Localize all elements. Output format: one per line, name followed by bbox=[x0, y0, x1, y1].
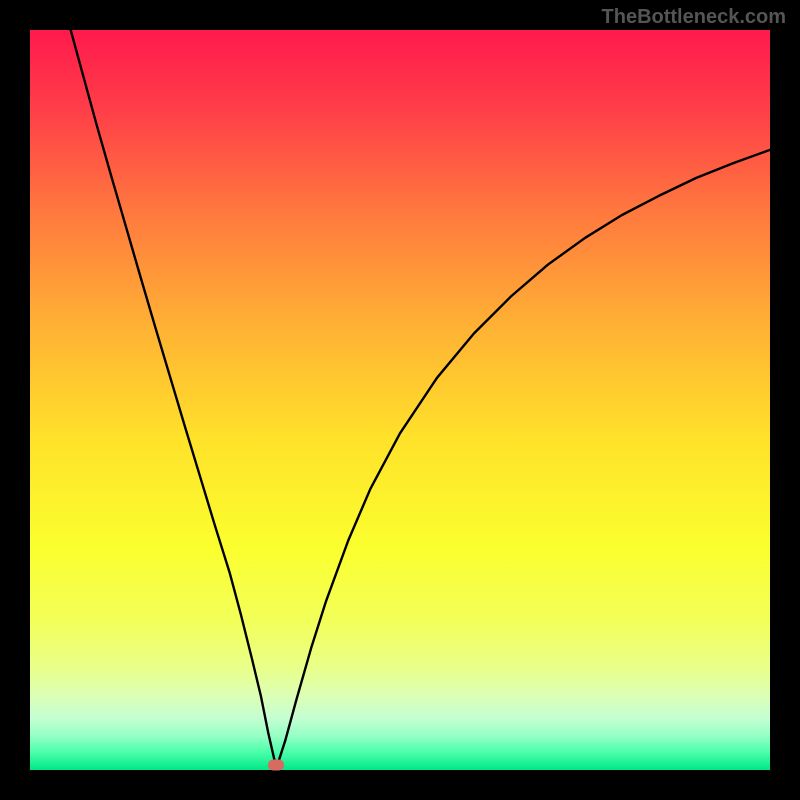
min-marker bbox=[268, 759, 284, 770]
plot-area bbox=[30, 30, 770, 770]
chart-container: { "watermark": { "text": "TheBottleneck.… bbox=[0, 0, 800, 800]
curve-svg bbox=[30, 30, 770, 770]
bottleneck-curve bbox=[71, 30, 770, 765]
watermark-text: TheBottleneck.com bbox=[602, 6, 786, 29]
